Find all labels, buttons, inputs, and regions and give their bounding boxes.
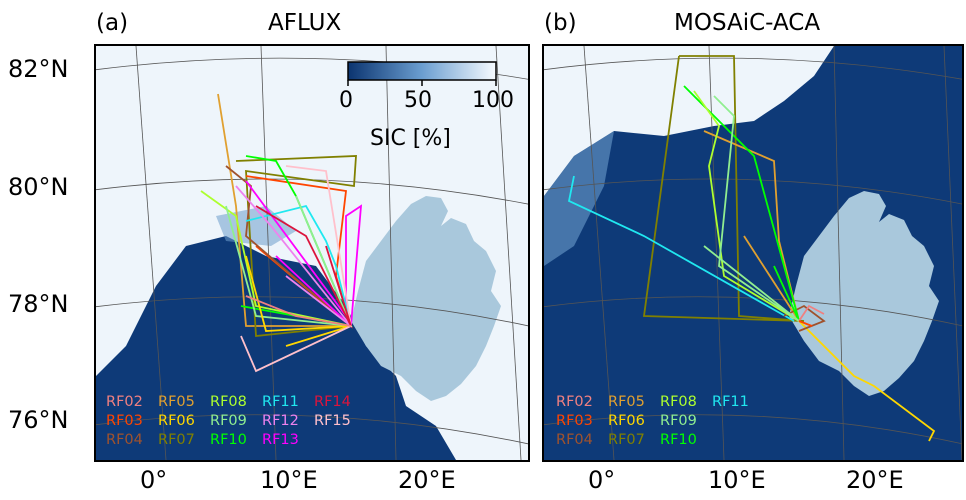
legend-a-rf15: RF15 bbox=[314, 413, 351, 429]
legend-a-rf11: RF11 bbox=[262, 394, 299, 410]
legend-b-rf08: RF08 bbox=[660, 394, 697, 410]
panel-a-title: AFLUX bbox=[268, 10, 342, 36]
legend-b-rf09: RF09 bbox=[660, 413, 697, 429]
map-panel-b bbox=[542, 44, 964, 462]
lon-label-a-20e: 20°E bbox=[398, 466, 456, 494]
legend-b-rf02: RF02 bbox=[556, 394, 593, 410]
svalbard-land bbox=[351, 196, 501, 401]
legend-a-rf08: RF08 bbox=[210, 394, 247, 410]
lon-label-b-20e: 20°E bbox=[846, 466, 904, 494]
flight-tracks-b bbox=[567, 55, 936, 442]
legend-a-rf05: RF05 bbox=[158, 394, 195, 410]
marginal-ice bbox=[544, 131, 614, 266]
panel-b-title: MOSAiC-ACA bbox=[674, 10, 821, 36]
legend-b-rf06: RF06 bbox=[608, 413, 645, 429]
legend-b-rf05: RF05 bbox=[608, 394, 645, 410]
legend-a-rf03: RF03 bbox=[106, 413, 143, 429]
map-b-svg bbox=[544, 46, 962, 460]
map-panel-a bbox=[94, 44, 530, 462]
cbar-label: SIC [%] bbox=[370, 126, 451, 151]
legend-a: RF02 RF05 RF08 RF11 RF14 RF03 RF06 RF09 … bbox=[106, 393, 396, 453]
legend-b-rf04: RF04 bbox=[556, 432, 593, 448]
lon-label-a-10e: 10°E bbox=[260, 466, 318, 494]
flight-tracks-a bbox=[200, 93, 363, 373]
legend-a-rf12: RF12 bbox=[262, 413, 299, 429]
lat-label-78n: 78°N bbox=[8, 290, 69, 318]
legend-a-rf06: RF06 bbox=[158, 413, 195, 429]
legend-b: RF02 RF05 RF08 RF11 RF03 RF06 RF09 RF04 … bbox=[556, 393, 796, 453]
svalbard-land bbox=[789, 191, 939, 396]
lat-label-82n: 82°N bbox=[8, 55, 69, 83]
sea-ice-area bbox=[544, 46, 834, 196]
legend-a-rf10: RF10 bbox=[210, 432, 247, 448]
lon-label-a-0: 0° bbox=[140, 466, 168, 494]
cbar-tick-label-0: 0 bbox=[339, 88, 353, 113]
cbar-tick-label-100: 100 bbox=[472, 88, 514, 113]
lon-label-b-10e: 10°E bbox=[708, 466, 766, 494]
legend-a-rf13: RF13 bbox=[262, 432, 299, 448]
legend-a-rf14: RF14 bbox=[314, 394, 351, 410]
legend-b-rf10: RF10 bbox=[660, 432, 697, 448]
lon-label-b-0: 0° bbox=[588, 466, 616, 494]
cbar-tick-label-50: 50 bbox=[404, 88, 432, 113]
map-a-svg bbox=[96, 46, 528, 460]
panel-b-letter: (b) bbox=[544, 10, 577, 36]
legend-b-rf07: RF07 bbox=[608, 432, 645, 448]
legend-a-rf02: RF02 bbox=[106, 394, 143, 410]
lat-label-76n: 76°N bbox=[8, 406, 69, 434]
legend-a-rf09: RF09 bbox=[210, 413, 247, 429]
sic-colorbar bbox=[347, 61, 497, 81]
legend-a-rf04: RF04 bbox=[106, 432, 143, 448]
legend-b-rf11: RF11 bbox=[712, 394, 749, 410]
legend-b-rf03: RF03 bbox=[556, 413, 593, 429]
legend-a-rf07: RF07 bbox=[158, 432, 195, 448]
panel-a-letter: (a) bbox=[96, 10, 129, 36]
lat-label-80n: 80°N bbox=[8, 173, 69, 201]
